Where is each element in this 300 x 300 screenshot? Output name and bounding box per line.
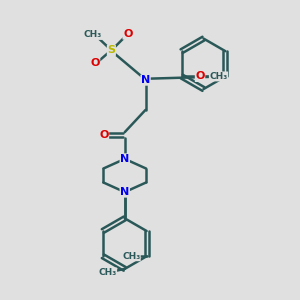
Text: S: S (107, 45, 116, 56)
Text: CH₃: CH₃ (209, 72, 228, 81)
Text: O: O (123, 29, 132, 39)
Text: O: O (90, 58, 100, 68)
Text: CH₃: CH₃ (84, 31, 102, 40)
Text: N: N (120, 154, 129, 164)
Text: N: N (120, 187, 129, 197)
Text: CH₃: CH₃ (98, 268, 117, 277)
Text: CH₃: CH₃ (122, 252, 140, 261)
Text: N: N (141, 75, 150, 85)
Text: O: O (195, 71, 205, 81)
Text: O: O (99, 130, 109, 140)
